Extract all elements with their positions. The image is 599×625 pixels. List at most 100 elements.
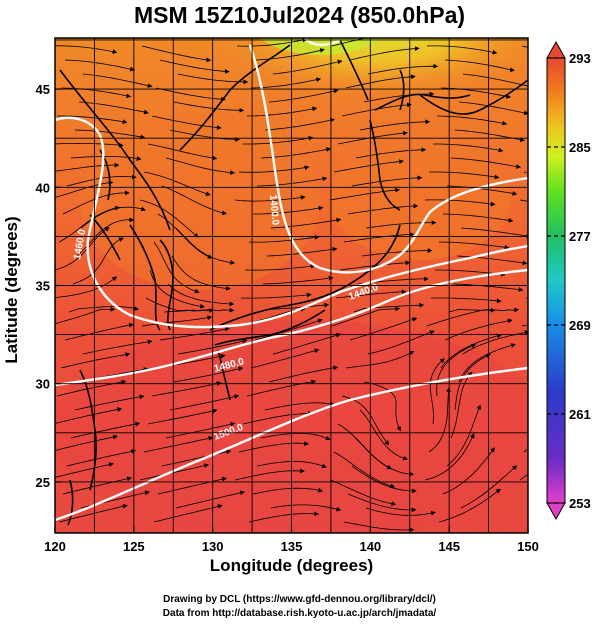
streamline [141,45,212,63]
streamline [268,365,339,383]
streamline [151,381,222,397]
streamline [268,88,339,103]
streamline [446,185,518,196]
streamline [347,203,419,215]
streamline [272,333,341,355]
streamline [347,493,417,513]
streamline [333,451,396,489]
streamline [429,358,445,425]
streamline [363,381,401,432]
streamline [60,352,131,369]
streamline [458,101,528,116]
streamline [438,488,501,523]
streamline [367,330,435,355]
credit-data: Data from http://database.rish.kyoto-u.a… [162,608,437,619]
streamline [349,46,420,61]
streamline [333,159,404,173]
y-tick-label: 25 [36,475,50,490]
colorbar-bottom-triangle [546,502,566,521]
streamline [361,248,433,257]
colorbar: 293 285 277 269 261 253 [546,40,591,521]
y-axis-label: Latitude (degrees) [2,216,21,364]
streamline [456,255,528,266]
streamline [55,142,124,148]
streamline [440,87,512,99]
streamline [428,387,451,453]
streamline [248,235,320,243]
streamline [331,38,367,47]
streamline [55,434,118,451]
y-tick-label: 40 [36,180,50,195]
y-tick-label: 45 [36,82,50,97]
streamline [72,237,124,285]
streamline [76,217,135,257]
streamline [78,101,149,115]
streamline [141,315,213,327]
streamline [171,255,231,291]
streamline [429,171,500,180]
streamline [157,476,227,495]
streamline [264,401,336,411]
streamline [238,441,309,453]
streamline [424,433,475,481]
x-tick-label: 120 [44,539,66,554]
streamline [147,408,218,425]
streamline [60,87,132,99]
colorbar-tick-label: 253 [569,496,591,511]
streamline [444,318,513,341]
streamline [240,292,312,299]
streamline [450,371,473,439]
streamline [329,479,397,507]
x-axis-ticks: 120 125 130 135 140 145 150 [44,527,539,554]
streamline [169,394,240,411]
chart-title: MSM 15Z10Jul2024 (850.0hPa) [133,2,466,28]
streamline [353,302,425,313]
streamline [153,241,200,294]
streamline [433,143,504,153]
y-tick-label: 35 [36,279,50,294]
streamline [246,106,318,117]
streamline [536,352,599,368]
streamline [254,48,325,61]
streamline [438,241,510,250]
streamline [70,421,141,439]
streamline [163,307,235,313]
streamline [448,307,520,313]
streamline [365,507,436,516]
streamline [64,59,135,72]
streamline [173,366,244,383]
streamline [175,490,245,509]
colorbar-tick-label: 269 [569,318,591,333]
streamline [242,411,313,425]
colorbar-ticks: 293 285 277 269 261 253 [547,51,591,511]
colorbar-top-triangle [546,40,566,59]
streamline [460,227,528,239]
colorbar-tick-label: 285 [569,140,591,155]
streamline [155,87,226,102]
streamline [139,463,210,481]
streamline [442,213,514,223]
streamline [246,379,317,397]
streamline [264,117,335,131]
streamline [335,289,407,299]
colorbar-tick-label: 277 [569,229,591,244]
streamline [351,465,417,494]
map-grid [55,38,528,533]
streamline [173,101,245,113]
streamline [446,404,481,467]
streamline [62,476,132,495]
streamline [244,263,316,271]
streamline [243,135,314,145]
streamline [458,343,516,383]
y-axis-ticks: 25 30 35 40 45 [36,82,61,490]
streamline [450,157,522,169]
streamline [452,283,524,292]
streamline [272,59,343,75]
streamline [536,88,599,99]
streamline [234,195,306,202]
streamline [367,63,439,75]
streamline [337,130,408,145]
streamline [143,436,214,453]
streamline [442,447,495,495]
